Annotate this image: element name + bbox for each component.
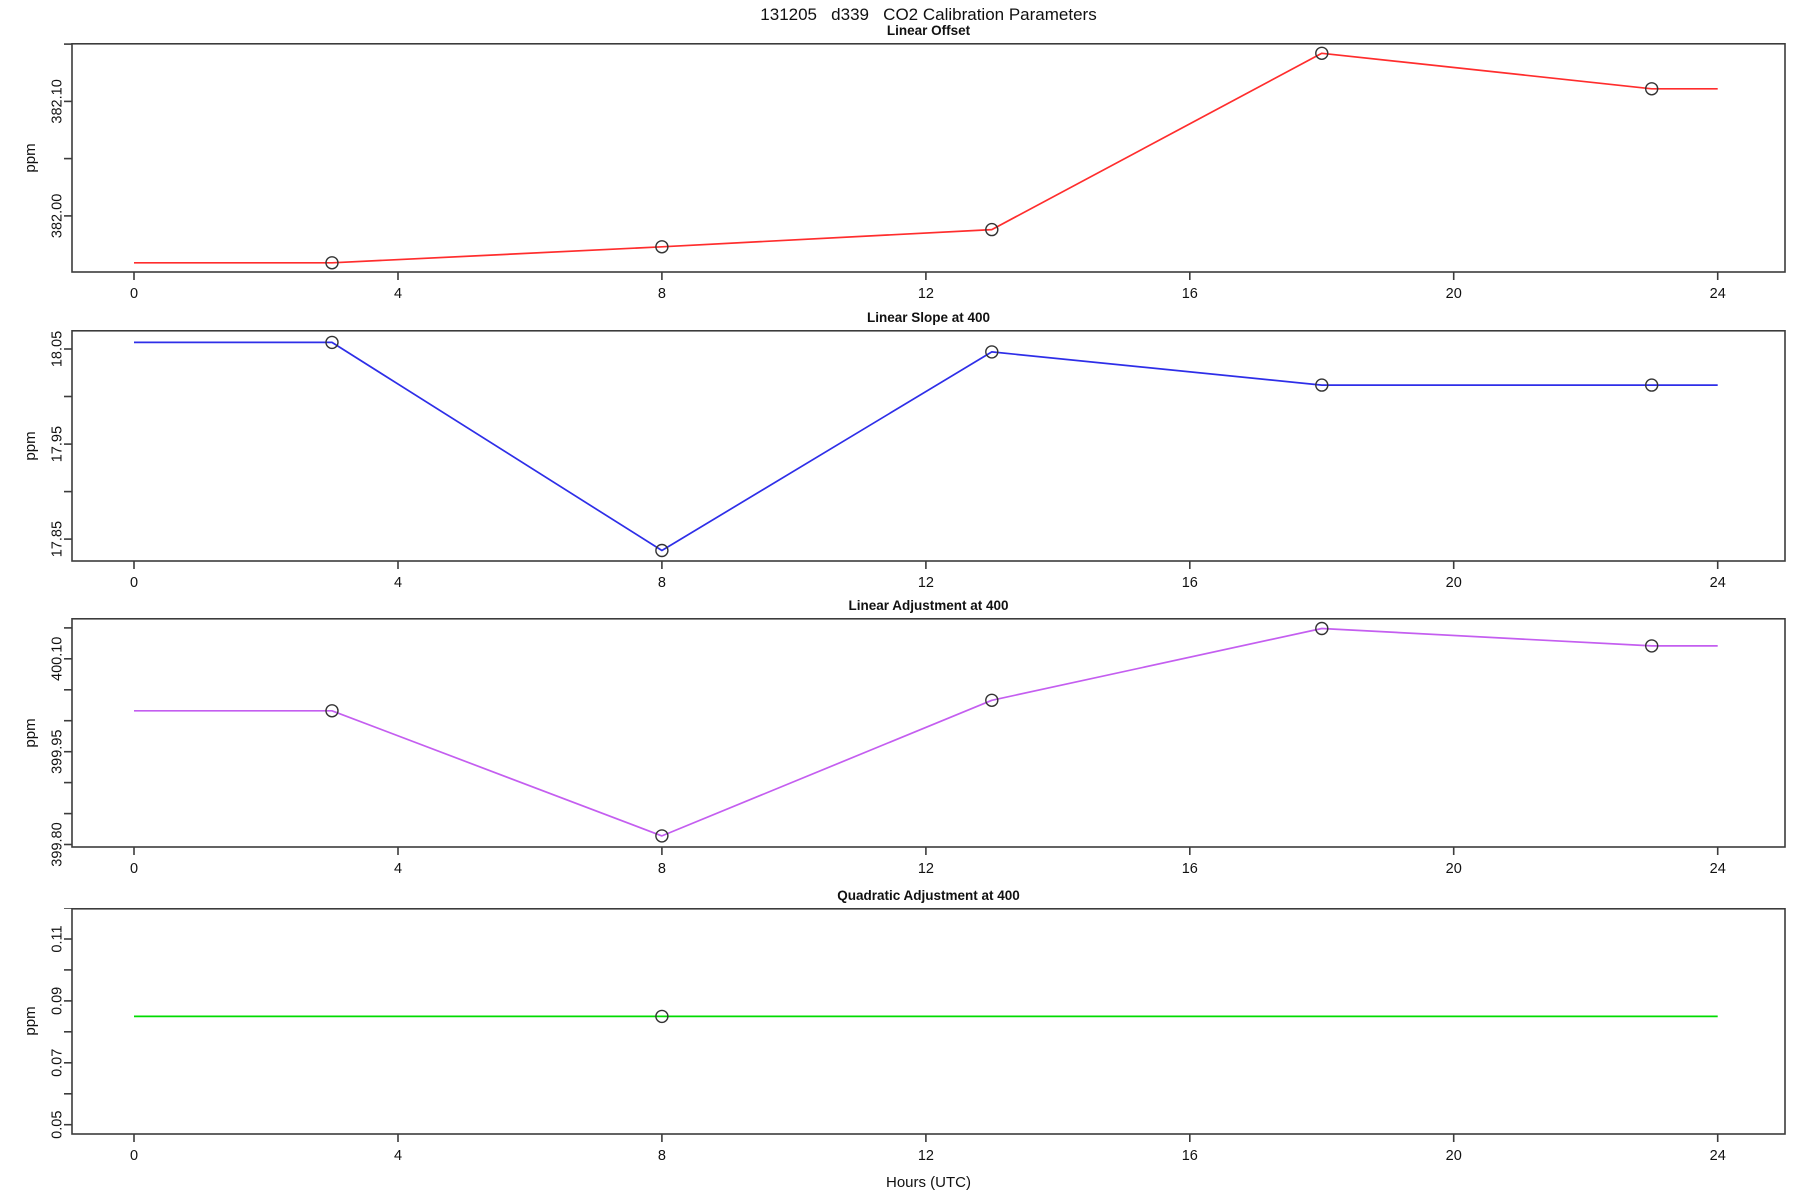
svg-text:20: 20 [1446,286,1462,302]
svg-text:382.00: 382.00 [50,194,66,238]
panel-title-quadratic-adjustment: Quadratic Adjustment at 400 [837,888,1020,903]
svg-text:8: 8 [658,861,666,877]
svg-text:8: 8 [658,286,666,302]
svg-text:0: 0 [130,286,138,302]
svg-text:399.95: 399.95 [50,730,66,774]
page-title: 131205 d339 CO2 Calibration Parameters [760,5,1097,24]
svg-text:4: 4 [394,286,402,302]
svg-text:12: 12 [918,575,934,591]
svg-text:16: 16 [1182,286,1198,302]
svg-text:0.09: 0.09 [50,987,66,1015]
svg-text:12: 12 [918,1148,934,1164]
chart-linear-slope: 17.85 17.95 18.05 0 4 8 12 16 20 24 [50,330,1786,591]
svg-text:399.80: 399.80 [50,822,66,866]
chart-linear-offset: 382.00 382.10 0 4 8 12 16 20 24 [50,43,1786,302]
panel-title-linear-slope: Linear Slope at 400 [866,310,991,325]
svg-text:16: 16 [1182,861,1198,877]
svg-text:18.05: 18.05 [50,331,66,367]
svg-text:20: 20 [1446,575,1462,591]
svg-text:24: 24 [1710,861,1726,877]
svg-text:24: 24 [1710,575,1726,591]
svg-text:0: 0 [130,575,138,591]
svg-text:4: 4 [394,1148,402,1164]
svg-text:4: 4 [394,861,402,877]
svg-text:24: 24 [1710,286,1726,302]
svg-text:8: 8 [658,1148,666,1164]
svg-text:0.05: 0.05 [50,1111,66,1139]
svg-text:17.95: 17.95 [50,426,66,462]
panel-title-linear-offset: Linear Offset [886,23,971,38]
svg-text:24: 24 [1710,1148,1726,1164]
svg-text:16: 16 [1182,1148,1198,1164]
svg-text:12: 12 [918,861,934,877]
chart-quadratic-adjustment: 0.05 0.07 0.09 0.11 0 4 8 12 16 20 24 [50,908,1786,1164]
svg-text:0.11: 0.11 [50,925,66,952]
panel-title-linear-adjustment: Linear Adjustment at 400 [848,598,1009,613]
svg-text:400.10: 400.10 [50,637,66,681]
svg-text:4: 4 [394,575,402,591]
svg-text:8: 8 [658,575,666,591]
chart-linear-adjustment: 399.80 399.95 400.10 0 4 8 12 16 20 24 [50,618,1786,877]
svg-text:16: 16 [1182,575,1198,591]
svg-text:20: 20 [1446,1148,1462,1164]
svg-text:20: 20 [1446,861,1462,877]
svg-text:0.07: 0.07 [50,1049,66,1077]
svg-text:0: 0 [130,861,138,877]
x-axis-label: Hours (UTC) [886,1174,971,1191]
svg-text:382.10: 382.10 [50,79,66,123]
svg-text:12: 12 [918,286,934,302]
svg-text:0: 0 [130,1148,138,1164]
svg-text:17.85: 17.85 [50,521,66,557]
